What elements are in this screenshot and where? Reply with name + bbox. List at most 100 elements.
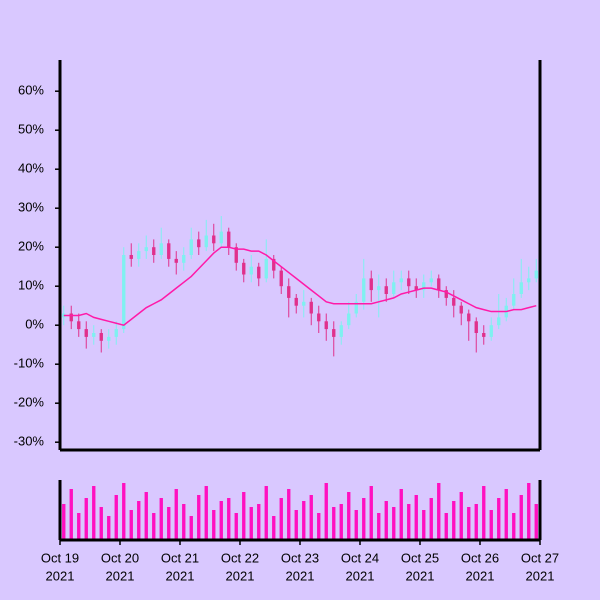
x-tick-label: 2021 [406, 568, 435, 583]
y-tick-label: 50% [18, 122, 44, 137]
candle-body [182, 255, 186, 263]
candle-body [92, 333, 96, 337]
candle-body [167, 243, 171, 259]
candle-body [339, 325, 343, 337]
candle-body [369, 278, 373, 291]
volume-bar [332, 507, 336, 540]
x-tick-label: Oct 27 [521, 550, 559, 565]
volume-bar [527, 483, 531, 540]
volume-bar [152, 513, 156, 540]
volume-bar [317, 513, 321, 540]
volume-bar [302, 501, 306, 540]
y-tick-label: 40% [18, 161, 44, 176]
candle-body [84, 329, 88, 337]
volume-bar [504, 489, 508, 540]
y-tick-label: 30% [18, 200, 44, 215]
volume-bar [114, 495, 118, 540]
volume-bar [497, 498, 501, 540]
volume-bar [309, 495, 313, 540]
volume-bar [437, 483, 441, 540]
candle-body [99, 333, 103, 341]
y-tick-label: 0% [25, 317, 44, 332]
volume-bar [99, 507, 103, 540]
volume-bar [84, 498, 88, 540]
volume-bar [377, 513, 381, 540]
candle-body [227, 231, 231, 248]
x-tick-label: Oct 19 [41, 550, 79, 565]
candle-body [347, 313, 351, 326]
volume-bar [107, 516, 111, 540]
candle-body [467, 313, 471, 322]
y-tick-label: 20% [18, 239, 44, 254]
candle-body [219, 231, 223, 244]
volume-bar [467, 507, 471, 540]
candle-body [302, 301, 306, 306]
volume-bar [144, 492, 148, 540]
volume-bar [339, 504, 343, 540]
volume-bar [534, 504, 538, 540]
candle-body [399, 278, 403, 283]
volume-bar [279, 498, 283, 540]
candle-body [384, 286, 388, 294]
candle-body [332, 329, 336, 337]
candle-body [234, 247, 238, 263]
volume-bar [159, 498, 163, 540]
volume-bar [384, 501, 388, 540]
volume-bar [189, 516, 193, 540]
candle-body [324, 321, 328, 330]
candle-body [294, 297, 298, 306]
candle-body [272, 258, 276, 271]
candle-body [257, 266, 261, 279]
candle-body [377, 286, 381, 291]
candle-body [212, 235, 216, 244]
x-tick-label: 2021 [46, 568, 75, 583]
volume-bar [452, 501, 456, 540]
candle-body [69, 313, 73, 322]
candle-body [392, 282, 396, 294]
x-tick-label: 2021 [466, 568, 495, 583]
volume-bar [219, 501, 223, 540]
volume-bar [392, 507, 396, 540]
y-tick-label: 10% [18, 278, 44, 293]
candle-body [512, 294, 516, 306]
x-tick-label: 2021 [106, 568, 135, 583]
moving-average [63, 246, 537, 327]
candle-body [174, 258, 178, 263]
volume-bar [482, 486, 486, 540]
volume-bar [204, 486, 208, 540]
candle-body [242, 262, 246, 275]
candle-body [317, 313, 321, 322]
y-tick-label: -30% [14, 434, 45, 449]
volume-bar [407, 504, 411, 540]
candle-body [497, 317, 501, 326]
volume-bar [264, 486, 268, 540]
volume-bar [347, 492, 351, 540]
candle-body [429, 278, 433, 283]
candle-body [452, 297, 456, 306]
volume-bar [234, 513, 238, 540]
volume-bar [242, 492, 246, 540]
volume-bar [227, 498, 231, 540]
x-tick-label: 2021 [346, 568, 375, 583]
candle-body [144, 247, 148, 252]
volume-bar [174, 489, 178, 540]
volume-bar [294, 510, 298, 540]
candle-body [197, 239, 201, 248]
volume-bar [257, 504, 261, 540]
candle-body [527, 278, 531, 283]
candle-body [362, 278, 366, 302]
candle-body [459, 305, 463, 314]
y-tick-label: 60% [18, 83, 44, 98]
candle-body [519, 282, 523, 294]
volume-bar [422, 510, 426, 540]
x-tick-label: Oct 26 [461, 550, 499, 565]
candle-body [129, 255, 133, 259]
volume-bar [137, 501, 141, 540]
candle-body [189, 239, 193, 255]
volume-bar [69, 489, 73, 540]
volume-bar [459, 492, 463, 540]
volume-bar [414, 495, 418, 540]
volume-bar [197, 495, 201, 540]
volume-bar [287, 489, 291, 540]
